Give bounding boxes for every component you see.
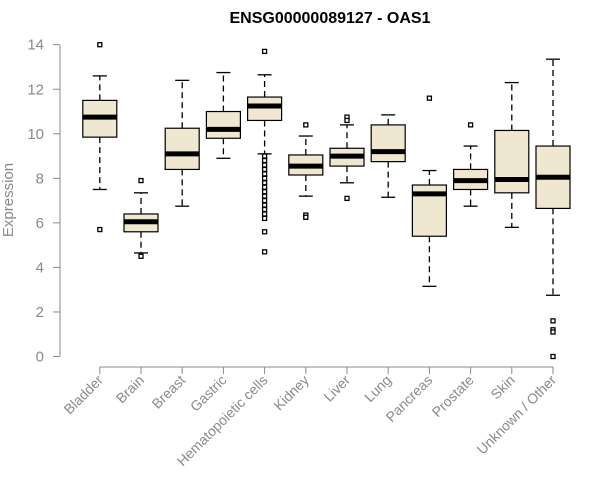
- box-brain: [123, 177, 159, 259]
- chart-title: ENSG00000089127 - OAS1: [229, 10, 430, 27]
- x-tick-label: Prostate: [429, 372, 477, 420]
- outlier-point: [261, 48, 268, 55]
- outlier-point: [261, 249, 268, 255]
- outlier-point: [303, 122, 309, 128]
- y-tick-label: 12: [27, 81, 44, 98]
- box-skin: [494, 81, 530, 228]
- box-prostate: [453, 122, 489, 207]
- box-pancreas: [411, 95, 447, 287]
- box-iqr: [164, 127, 200, 171]
- box-kidney: [288, 122, 324, 220]
- outlier-point: [261, 162, 268, 168]
- y-axis-label: Expression: [0, 163, 17, 237]
- outlier-point: [261, 189, 268, 195]
- outlier-point: [97, 42, 103, 48]
- y-tick-label: 4: [36, 259, 44, 276]
- x-tick-label: Skin: [487, 372, 518, 403]
- outlier-point: [550, 329, 556, 335]
- boxes-layer: [82, 42, 571, 360]
- box-liver: [329, 114, 365, 202]
- outlier-point: [261, 229, 268, 235]
- outlier-point: [261, 166, 268, 173]
- x-tick-label: Brain: [113, 372, 147, 406]
- outlier-point: [261, 175, 268, 181]
- outlier-point: [138, 177, 144, 184]
- outlier-point: [550, 318, 556, 324]
- outlier-point: [426, 95, 433, 101]
- box-iqr: [205, 110, 241, 139]
- y-axis: 0 2 4 6 8 10 12 14: [27, 37, 61, 366]
- outlier-point: [261, 157, 268, 164]
- x-tick-label: Bladder: [60, 372, 106, 418]
- outlier-point: [261, 202, 268, 208]
- x-tick-label: Lung: [361, 372, 394, 405]
- y-tick-label: 6: [36, 215, 44, 232]
- outlier-point: [138, 253, 144, 259]
- y-tick-label: 0: [36, 349, 44, 366]
- outlier-point: [344, 117, 350, 124]
- box-iqr: [494, 129, 530, 194]
- outlier-point: [344, 195, 350, 202]
- outlier-point: [97, 226, 103, 233]
- box-gastric: [205, 71, 241, 159]
- box-iqr: [370, 124, 406, 163]
- x-tick-label: Breast: [148, 372, 188, 412]
- y-tick-label: 14: [27, 37, 44, 54]
- box-lung: [370, 114, 406, 198]
- box-hematopoietic-cells: [247, 48, 283, 255]
- outlier-point: [303, 214, 309, 220]
- box-breast: [164, 79, 200, 207]
- box-iqr: [247, 96, 283, 122]
- outlier-point: [467, 122, 474, 128]
- x-tick-label: Liver: [320, 372, 353, 405]
- x-tick-label: Kidney: [270, 372, 312, 414]
- y-tick-label: 2: [36, 304, 44, 321]
- outlier-point: [261, 211, 268, 217]
- outlier-point: [261, 171, 268, 177]
- outlier-point: [550, 353, 556, 360]
- outlier-point: [261, 180, 268, 186]
- outlier-point: [261, 206, 268, 213]
- y-tick-label: 8: [36, 170, 44, 187]
- outlier-point: [261, 153, 268, 159]
- outlier-point: [261, 193, 268, 199]
- box-unknown-other: [535, 58, 571, 360]
- outlier-point: [261, 197, 268, 204]
- outlier-point: [261, 215, 268, 222]
- outlier-point: [261, 184, 268, 190]
- y-tick-label: 10: [27, 126, 44, 143]
- box-bladder: [82, 42, 118, 233]
